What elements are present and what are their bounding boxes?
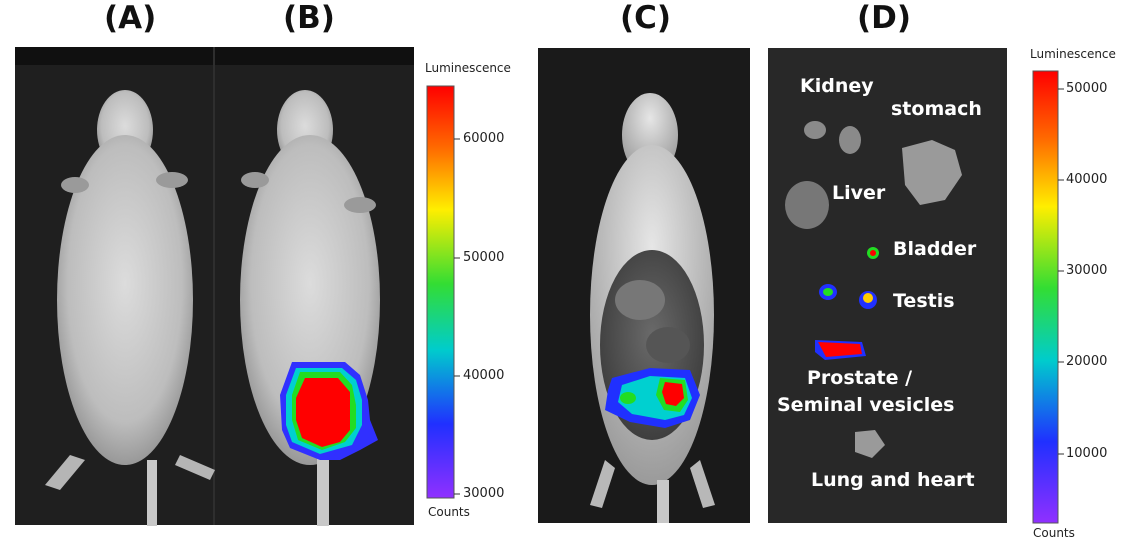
signal-b — [280, 362, 378, 460]
colorbar-b — [426, 85, 455, 499]
colorbar-d-unit: Counts — [1033, 526, 1075, 540]
panel-label-b: (B) — [283, 0, 335, 36]
colorbar-b-tick: 40000 — [463, 368, 505, 383]
signal-c — [605, 368, 700, 428]
colorbar-d-tick: 40000 — [1066, 172, 1108, 187]
colorbar-d — [1032, 70, 1059, 524]
organ-label-kidney: Kidney — [800, 75, 874, 97]
mouse-a — [45, 90, 215, 526]
colorbar-b-tick: 50000 — [463, 250, 505, 265]
mouse-b — [240, 90, 380, 526]
mouse-c — [590, 93, 715, 523]
colorbar-d-tick: 50000 — [1066, 81, 1108, 96]
colorbar-b-title: Luminescence — [425, 61, 511, 75]
organ-label-bladder: Bladder — [893, 238, 977, 260]
colorbar-d-tick: 20000 — [1066, 354, 1108, 369]
organ-label-prostate-line1: Prostate / — [807, 367, 913, 389]
organ-label-prostate-line2: Seminal vesicles — [777, 394, 955, 416]
colorbar-d-title: Luminescence — [1030, 47, 1116, 61]
organs-d — [785, 121, 962, 458]
organ-label-lung-heart: Lung and heart — [811, 469, 975, 491]
panel-label-d: (D) — [857, 0, 912, 36]
colorbar-d-tick: 30000 — [1066, 263, 1108, 278]
colorbar-b-unit: Counts — [428, 505, 470, 519]
panel-label-c: (C) — [620, 0, 672, 36]
colorbar-d-tick: 10000 — [1066, 446, 1108, 461]
organ-label-stomach: stomach — [891, 98, 982, 120]
panel-label-a: (A) — [104, 0, 157, 36]
organ-label-testis: Testis — [893, 290, 955, 312]
colorbar-b-tick: 30000 — [463, 486, 505, 501]
organ-label-liver: Liver — [832, 182, 886, 204]
colorbar-b-tick: 60000 — [463, 131, 505, 146]
